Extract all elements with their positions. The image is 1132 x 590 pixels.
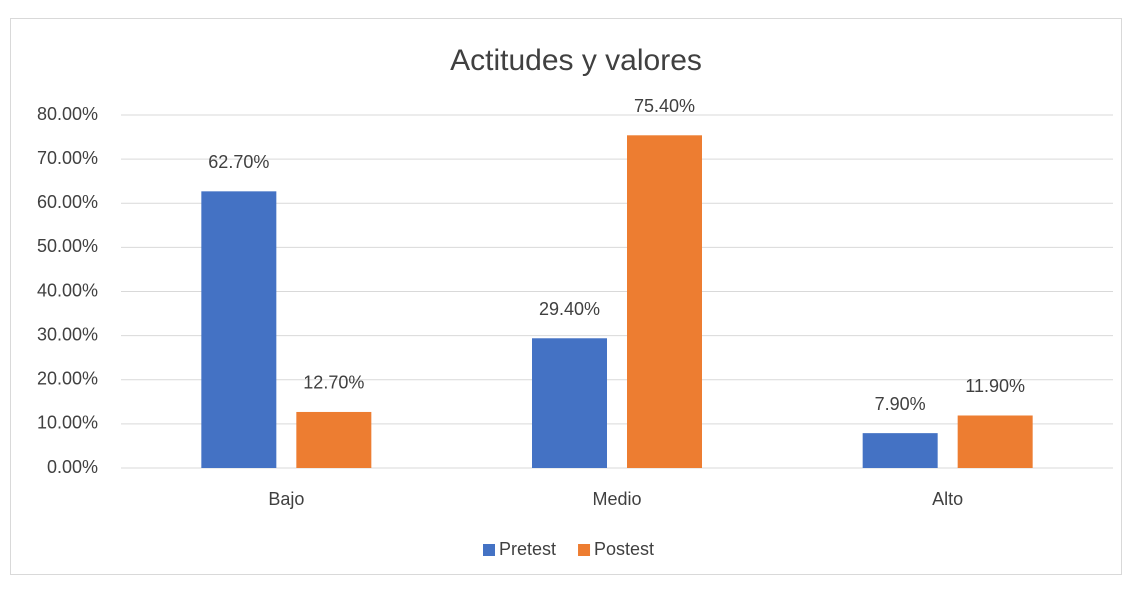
bar bbox=[957, 415, 1033, 468]
bar bbox=[627, 135, 702, 469]
legend-label: Pretest bbox=[499, 539, 556, 559]
y-tick-label: 70.00% bbox=[37, 148, 98, 168]
x-tick-label: Medio bbox=[592, 489, 641, 509]
y-tick-label: 20.00% bbox=[37, 369, 98, 389]
value-label: 75.40% bbox=[634, 96, 695, 116]
bar bbox=[862, 433, 938, 468]
bar bbox=[532, 338, 607, 468]
y-tick-label: 40.00% bbox=[37, 280, 98, 300]
legend-swatch bbox=[483, 544, 495, 556]
bar bbox=[296, 411, 372, 468]
value-label: 29.40% bbox=[539, 299, 600, 319]
chart-border bbox=[10, 18, 1122, 575]
bar bbox=[201, 191, 277, 468]
y-tick-label: 60.00% bbox=[37, 192, 98, 212]
legend-swatch bbox=[578, 544, 591, 556]
y-tick-label: 0.00% bbox=[47, 457, 98, 477]
value-label: 12.70% bbox=[303, 373, 364, 393]
value-label: 11.90% bbox=[965, 376, 1025, 396]
chart-title: Actitudes y valores bbox=[450, 44, 702, 77]
y-tick-label: 80.00% bbox=[37, 104, 98, 124]
x-tick-label: Alto bbox=[932, 489, 963, 509]
y-tick-label: 10.00% bbox=[37, 413, 98, 433]
x-tick-label: Bajo bbox=[268, 489, 304, 509]
y-tick-label: 50.00% bbox=[37, 236, 98, 256]
y-tick-label: 30.00% bbox=[37, 324, 98, 344]
legend-label: Postest bbox=[594, 539, 654, 559]
value-label: 7.90% bbox=[875, 394, 926, 414]
value-label: 62.70% bbox=[208, 152, 269, 172]
